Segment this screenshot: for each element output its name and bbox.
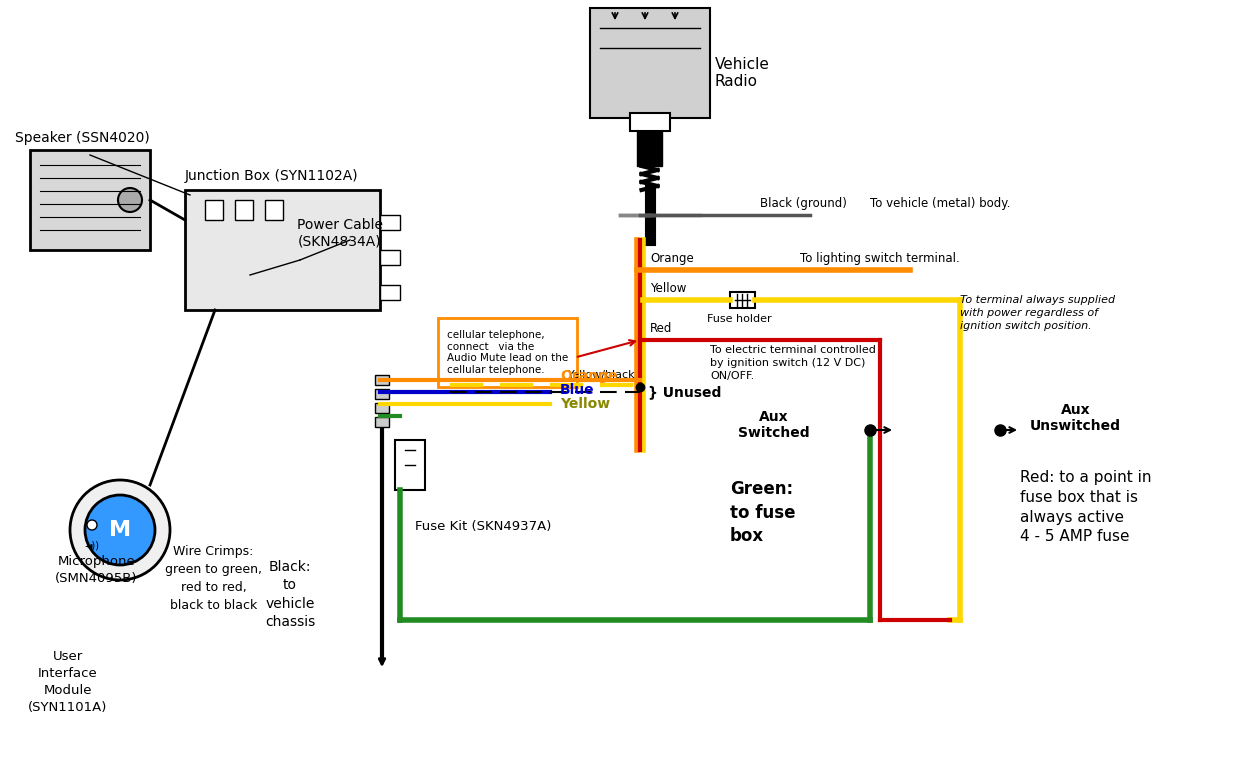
Text: To terminal always supplied
with power regardless of
ignition switch position.: To terminal always supplied with power r… (960, 295, 1115, 331)
Bar (375, 417, 389, 427)
Text: Fuse Kit (SKN4937A): Fuse Kit (SKN4937A) (415, 520, 551, 533)
Bar (590, 8, 710, 118)
Text: Yellow: Yellow (650, 282, 686, 295)
Text: To electric terminal controlled
by ignition switch (12 V DC)
ON/OFF.: To electric terminal controlled by ignit… (710, 345, 876, 382)
Bar (637, 131, 662, 166)
Text: Wire Crimps:
green to green,
red to red,
black to black: Wire Crimps: green to green, red to red,… (165, 545, 261, 612)
FancyBboxPatch shape (439, 318, 577, 387)
Text: Speaker (SSN4020): Speaker (SSN4020) (15, 131, 150, 145)
Bar (730, 292, 755, 308)
Circle shape (118, 188, 142, 212)
Text: Aux
Switched: Aux Switched (738, 410, 810, 440)
Text: Yellow/black: Yellow/black (567, 370, 636, 380)
Bar (185, 190, 380, 310)
Bar (375, 375, 389, 385)
Bar (395, 440, 425, 490)
Bar (380, 250, 400, 265)
Bar (204, 200, 223, 220)
Text: Blue: Blue (560, 383, 595, 397)
Text: Orange: Orange (560, 369, 617, 383)
Text: Junction Box (SYN1102A): Junction Box (SYN1102A) (185, 169, 358, 183)
Text: Black:
to
vehicle
chassis: Black: to vehicle chassis (265, 560, 315, 629)
Text: M: M (109, 520, 131, 540)
Text: Red: to a point in
fuse box that is
always active
4 - 5 AMP fuse: Red: to a point in fuse box that is alwa… (1020, 470, 1151, 545)
Circle shape (85, 495, 155, 565)
Bar (235, 200, 253, 220)
Text: Green:
to fuse
box: Green: to fuse box (730, 480, 795, 545)
Bar (629, 113, 670, 131)
Circle shape (87, 520, 97, 530)
Text: cellular telephone,
connect   via the
Audio Mute lead on the
cellular telephone.: cellular telephone, connect via the Audi… (447, 330, 569, 375)
Text: Yellow: Yellow (560, 397, 610, 411)
Text: Microphone
(SMN4095B): Microphone (SMN4095B) (55, 555, 138, 585)
Text: User
Interface
Module
(SYN1101A): User Interface Module (SYN1101A) (28, 650, 108, 714)
Bar (375, 403, 389, 413)
Text: Black (ground): Black (ground) (760, 197, 847, 210)
Bar (265, 200, 282, 220)
Text: ◄)): ◄)) (84, 540, 99, 550)
Bar (375, 389, 389, 399)
Text: Vehicle
Radio: Vehicle Radio (715, 57, 769, 90)
Text: To lighting switch terminal.: To lighting switch terminal. (800, 252, 960, 265)
Text: Fuse holder: Fuse holder (706, 314, 772, 324)
Bar (380, 215, 400, 230)
Circle shape (69, 480, 170, 580)
Text: Power Cable
(SKN4834A): Power Cable (SKN4834A) (297, 218, 383, 248)
Text: Aux
Unswitched: Aux Unswitched (1030, 403, 1121, 433)
Text: Red: Red (650, 322, 673, 335)
Text: } Unused: } Unused (648, 385, 721, 399)
Text: To vehicle (metal) body.: To vehicle (metal) body. (870, 197, 1010, 210)
Text: Orange: Orange (650, 252, 694, 265)
Bar (30, 150, 150, 250)
Bar (380, 285, 400, 300)
